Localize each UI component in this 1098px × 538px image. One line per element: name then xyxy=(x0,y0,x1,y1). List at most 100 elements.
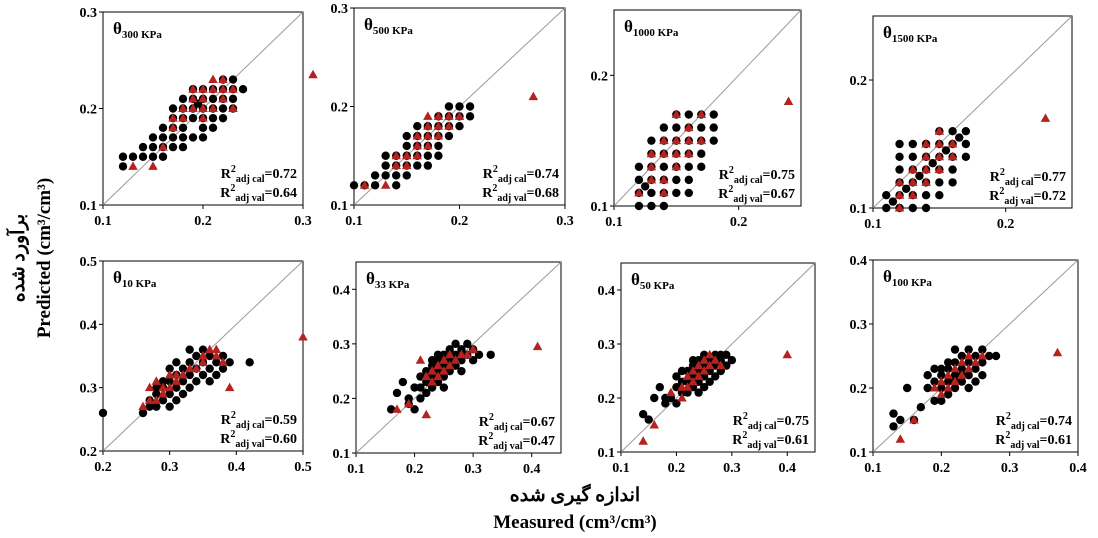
validation-point xyxy=(684,122,694,132)
calibration-point xyxy=(188,133,198,142)
calibration-point xyxy=(961,127,971,136)
validation-point xyxy=(188,84,198,93)
x-tick-label: 0.1 xyxy=(347,462,365,477)
calibration-point xyxy=(727,356,737,365)
validation-point xyxy=(921,164,931,174)
validation-point xyxy=(908,177,918,186)
validation-point xyxy=(164,370,175,379)
calibration-point xyxy=(964,383,973,393)
validation-point xyxy=(308,69,318,79)
calibration-point xyxy=(228,75,238,84)
x-tick-label: 0.2 xyxy=(997,217,1015,232)
validation-point xyxy=(218,357,228,366)
validation-point xyxy=(894,190,905,199)
calibration-point xyxy=(178,364,188,373)
calibration-point xyxy=(145,402,154,411)
x-tick-label: 0.4 xyxy=(1069,461,1087,476)
r2-validation-label: R2adj val=0.61 xyxy=(995,430,1072,451)
calibration-point xyxy=(138,408,148,418)
validation-point xyxy=(228,84,238,93)
validation-point xyxy=(699,366,709,375)
validation-point xyxy=(908,190,918,199)
validation-point xyxy=(198,84,208,93)
calibration-point xyxy=(915,171,924,181)
calibration-point xyxy=(434,141,443,151)
validation-point xyxy=(957,357,967,366)
calibration-point xyxy=(381,161,390,170)
calibration-point xyxy=(444,102,454,111)
calibration-point xyxy=(895,165,904,174)
validation-point xyxy=(228,103,238,112)
x-tick-label: 0.3 xyxy=(161,460,179,475)
panel-title: θ33 KPa xyxy=(366,269,410,291)
calibration-point xyxy=(208,94,218,104)
y-tick-label: 0.3 xyxy=(80,6,98,21)
calibration-point xyxy=(889,422,898,431)
validation-point xyxy=(178,103,188,112)
validation-point xyxy=(528,91,539,101)
validation-point xyxy=(947,151,958,161)
validation-point xyxy=(433,121,444,130)
y-tick-label: 0.4 xyxy=(598,284,616,299)
calibration-point xyxy=(152,402,161,411)
calibration-point xyxy=(908,203,917,213)
y-tick-label: 0.1 xyxy=(331,199,349,214)
calibration-point xyxy=(185,370,194,380)
y-axis-label-english: Predicted (cm³/cm³) xyxy=(34,178,55,338)
calibration-point xyxy=(392,388,402,398)
calibration-point xyxy=(208,113,218,123)
calibration-point xyxy=(402,171,411,180)
calibration-point xyxy=(392,171,401,180)
calibration-point xyxy=(684,110,693,119)
calibration-point xyxy=(381,151,390,160)
calibration-point xyxy=(930,377,939,386)
validation-point xyxy=(943,383,953,392)
calibration-point xyxy=(634,175,644,185)
calibration-point xyxy=(923,383,932,393)
calibration-point xyxy=(439,383,449,392)
r2-validation-label: R2adj val=0.67 xyxy=(718,184,795,205)
calibration-point xyxy=(971,377,980,386)
calibration-point xyxy=(212,370,221,380)
calibration-point xyxy=(218,104,228,113)
calibration-point xyxy=(402,141,411,151)
y-tick-label: 0.2 xyxy=(850,74,868,89)
calibration-point xyxy=(486,350,495,359)
calibration-point xyxy=(964,345,973,354)
validation-point xyxy=(454,111,465,120)
calibration-point xyxy=(178,94,188,104)
validation-point xyxy=(659,148,669,158)
calibration-point xyxy=(165,377,174,386)
calibration-point xyxy=(422,388,431,398)
calibration-point xyxy=(882,191,891,200)
validation-point xyxy=(782,349,793,359)
calibration-point xyxy=(138,152,148,161)
calibration-point xyxy=(158,152,168,161)
validation-point xyxy=(359,180,370,189)
calibration-point xyxy=(930,364,939,373)
calibration-point xyxy=(228,94,238,104)
calibration-point xyxy=(433,350,443,359)
calibration-point xyxy=(402,131,411,141)
calibration-point xyxy=(921,191,931,200)
calibration-point xyxy=(148,142,158,152)
calibration-point xyxy=(935,178,944,187)
x-axis-label-english: Measured (cm³/cm³) xyxy=(493,512,657,533)
calibration-point xyxy=(943,390,953,399)
calibration-point xyxy=(659,123,669,132)
calibration-point xyxy=(381,171,390,180)
validation-point xyxy=(439,366,449,375)
validation-point xyxy=(649,420,660,429)
validation-point xyxy=(934,126,945,135)
validation-point xyxy=(444,360,455,370)
calibration-point xyxy=(208,123,218,132)
validation-point xyxy=(684,148,694,158)
validation-point xyxy=(158,142,168,151)
calibration-point xyxy=(697,123,706,132)
validation-point xyxy=(421,371,432,381)
calibration-point xyxy=(677,366,687,376)
calibration-point xyxy=(937,396,946,405)
x-tick-label: 0.3 xyxy=(723,461,741,476)
validation-point xyxy=(1040,113,1051,122)
validation-point xyxy=(677,393,687,402)
